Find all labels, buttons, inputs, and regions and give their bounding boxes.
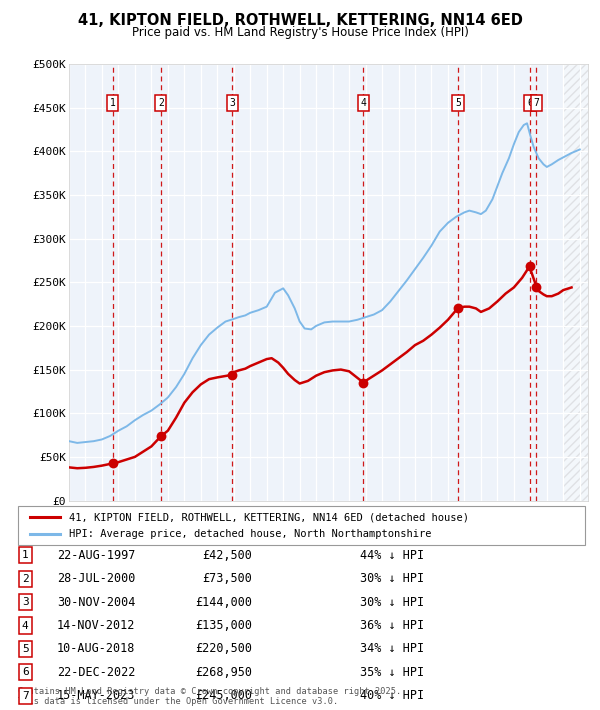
Text: Price paid vs. HM Land Registry's House Price Index (HPI): Price paid vs. HM Land Registry's House … — [131, 26, 469, 38]
Text: 2: 2 — [158, 98, 164, 108]
Text: 3: 3 — [22, 597, 29, 607]
Text: 41, KIPTON FIELD, ROTHWELL, KETTERING, NN14 6ED (detached house): 41, KIPTON FIELD, ROTHWELL, KETTERING, N… — [69, 512, 469, 522]
Text: £245,000: £245,000 — [195, 689, 252, 702]
Text: 34% ↓ HPI: 34% ↓ HPI — [360, 643, 424, 655]
Text: Contains HM Land Registry data © Crown copyright and database right 2025.
This d: Contains HM Land Registry data © Crown c… — [18, 687, 401, 706]
Text: 22-DEC-2022: 22-DEC-2022 — [57, 666, 136, 679]
Text: 5: 5 — [22, 644, 29, 654]
Text: 2: 2 — [22, 574, 29, 584]
Text: 7: 7 — [22, 691, 29, 701]
Text: £42,500: £42,500 — [202, 549, 252, 562]
Text: £220,500: £220,500 — [195, 643, 252, 655]
Text: 10-AUG-2018: 10-AUG-2018 — [57, 643, 136, 655]
Text: 28-JUL-2000: 28-JUL-2000 — [57, 572, 136, 585]
Text: 40% ↓ HPI: 40% ↓ HPI — [360, 689, 424, 702]
Text: 4: 4 — [22, 621, 29, 630]
Text: 36% ↓ HPI: 36% ↓ HPI — [360, 619, 424, 632]
Text: 41, KIPTON FIELD, ROTHWELL, KETTERING, NN14 6ED: 41, KIPTON FIELD, ROTHWELL, KETTERING, N… — [77, 13, 523, 28]
Text: £135,000: £135,000 — [195, 619, 252, 632]
Text: 35% ↓ HPI: 35% ↓ HPI — [360, 666, 424, 679]
Text: 14-NOV-2012: 14-NOV-2012 — [57, 619, 136, 632]
Point — [227, 369, 237, 381]
Text: 4: 4 — [361, 98, 367, 108]
Text: 5: 5 — [455, 98, 461, 108]
Text: £268,950: £268,950 — [195, 666, 252, 679]
Text: 6: 6 — [22, 667, 29, 677]
Text: 1: 1 — [22, 550, 29, 560]
Text: 30% ↓ HPI: 30% ↓ HPI — [360, 596, 424, 608]
Text: 22-AUG-1997: 22-AUG-1997 — [57, 549, 136, 562]
Text: 6: 6 — [527, 98, 533, 108]
Text: 30% ↓ HPI: 30% ↓ HPI — [360, 572, 424, 585]
Text: 15-MAY-2023: 15-MAY-2023 — [57, 689, 136, 702]
Text: 1: 1 — [110, 98, 116, 108]
Text: 44% ↓ HPI: 44% ↓ HPI — [360, 549, 424, 562]
Text: 30-NOV-2004: 30-NOV-2004 — [57, 596, 136, 608]
Point — [156, 431, 166, 442]
Text: £73,500: £73,500 — [202, 572, 252, 585]
Point — [108, 458, 118, 469]
Point — [359, 377, 368, 388]
Text: 3: 3 — [229, 98, 235, 108]
Text: 7: 7 — [533, 98, 539, 108]
Point — [532, 281, 541, 293]
Text: £144,000: £144,000 — [195, 596, 252, 608]
Text: HPI: Average price, detached house, North Northamptonshire: HPI: Average price, detached house, Nort… — [69, 530, 431, 540]
Point — [525, 260, 535, 271]
Point — [453, 302, 463, 314]
